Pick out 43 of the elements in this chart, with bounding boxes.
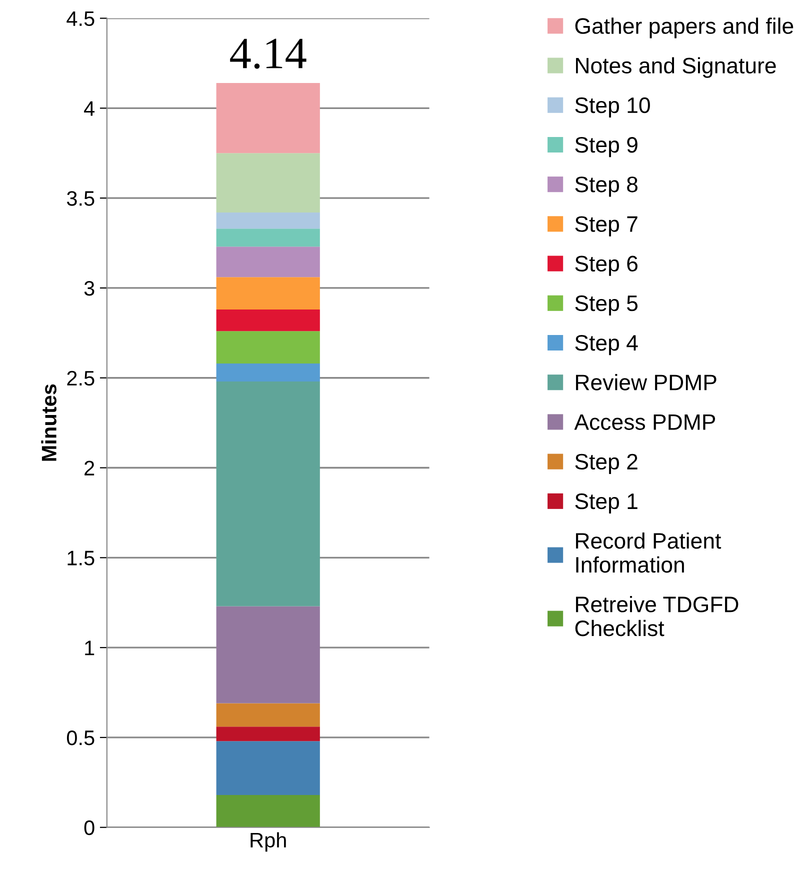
bar xyxy=(216,606,320,704)
bar xyxy=(216,277,320,310)
bar xyxy=(216,741,320,796)
y-tick-label: 3 xyxy=(84,280,94,296)
y-axis-title: Minutes xyxy=(41,384,56,461)
bar xyxy=(216,212,320,229)
bar xyxy=(216,310,320,332)
bar xyxy=(216,228,320,247)
y-tick-label: 2 xyxy=(84,460,94,476)
legend-label: Step 10 xyxy=(575,97,650,118)
bar xyxy=(216,703,320,727)
legend-label: Step 8 xyxy=(575,176,638,197)
legend-label: Notes and Signature xyxy=(576,57,776,78)
legend-label: Step 6 xyxy=(575,256,638,276)
y-tick-label: 1 xyxy=(85,640,94,656)
legend-label: Gather papers and file xyxy=(575,18,794,38)
legend-label: Step 9 xyxy=(575,136,638,158)
bar xyxy=(216,83,320,154)
x-tick-label: Rph xyxy=(250,832,286,852)
y-tick-label: 4 xyxy=(84,101,95,116)
y-tick-label: 2.5 xyxy=(67,370,94,386)
y-tick-label: 0.5 xyxy=(66,730,94,746)
total-label: 4.14 xyxy=(230,38,306,69)
bar xyxy=(216,381,320,606)
bar xyxy=(216,153,320,212)
bar xyxy=(216,726,320,742)
legend-label: Step 7 xyxy=(575,216,638,236)
legend-label: Step 4 xyxy=(575,335,638,356)
y-tick-label: 0 xyxy=(84,820,94,836)
y-tick-label: 1.5 xyxy=(68,550,94,566)
legend-label: Step 1 xyxy=(575,493,638,514)
y-tick-label: 4.5 xyxy=(66,11,94,26)
bar xyxy=(216,363,320,382)
legend-label: Review PDMP xyxy=(576,374,716,390)
bar xyxy=(216,795,320,828)
bar xyxy=(216,331,320,364)
legend-label: Retreive TDGFD Checklist xyxy=(575,596,738,636)
y-tick-label: 3.5 xyxy=(66,191,94,206)
legend-label: Step 5 xyxy=(575,295,638,316)
legend-label: Record Patient Information xyxy=(576,532,722,573)
legend-label: Access PDMP xyxy=(574,414,716,430)
bar xyxy=(216,246,320,278)
legend-label: Step 2 xyxy=(575,454,638,474)
